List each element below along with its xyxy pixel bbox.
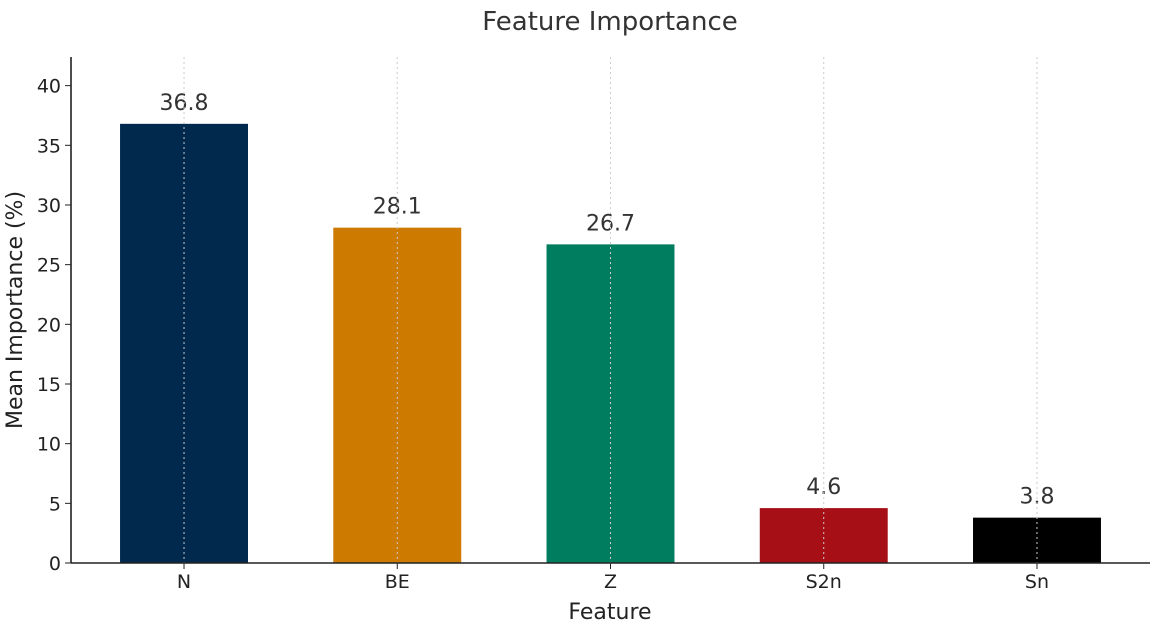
x-tick-label: Sn bbox=[1025, 571, 1049, 593]
y-tick-label: 25 bbox=[37, 255, 61, 277]
y-tick-label: 35 bbox=[37, 135, 61, 157]
x-tick-label: S2n bbox=[806, 571, 842, 593]
y-tick-label: 30 bbox=[37, 195, 61, 217]
chart-title: Feature Importance bbox=[482, 7, 738, 37]
x-axis-ticks: N BE Z S2n Sn bbox=[177, 563, 1049, 593]
y-axis-ticks: 0 5 10 15 20 25 30 35 40 bbox=[37, 76, 71, 575]
bar-S2n bbox=[759, 508, 888, 563]
x-axis-label: Feature bbox=[568, 600, 651, 625]
y-tick-label: 40 bbox=[37, 76, 61, 98]
y-axis-label: Mean Importance (%) bbox=[3, 191, 28, 429]
y-tick-label: 15 bbox=[37, 374, 61, 396]
x-tick-label: Z bbox=[604, 571, 617, 593]
x-tick-label: BE bbox=[385, 571, 410, 593]
y-tick-label: 5 bbox=[49, 493, 61, 515]
y-tick-label: 20 bbox=[37, 314, 61, 336]
bar-Sn bbox=[973, 517, 1101, 563]
y-tick-label: 0 bbox=[49, 553, 61, 575]
y-tick-label: 10 bbox=[37, 434, 61, 456]
x-tick-label: N bbox=[177, 571, 191, 593]
bars: 36.828.126.74.6 3.8 bbox=[120, 57, 1101, 564]
